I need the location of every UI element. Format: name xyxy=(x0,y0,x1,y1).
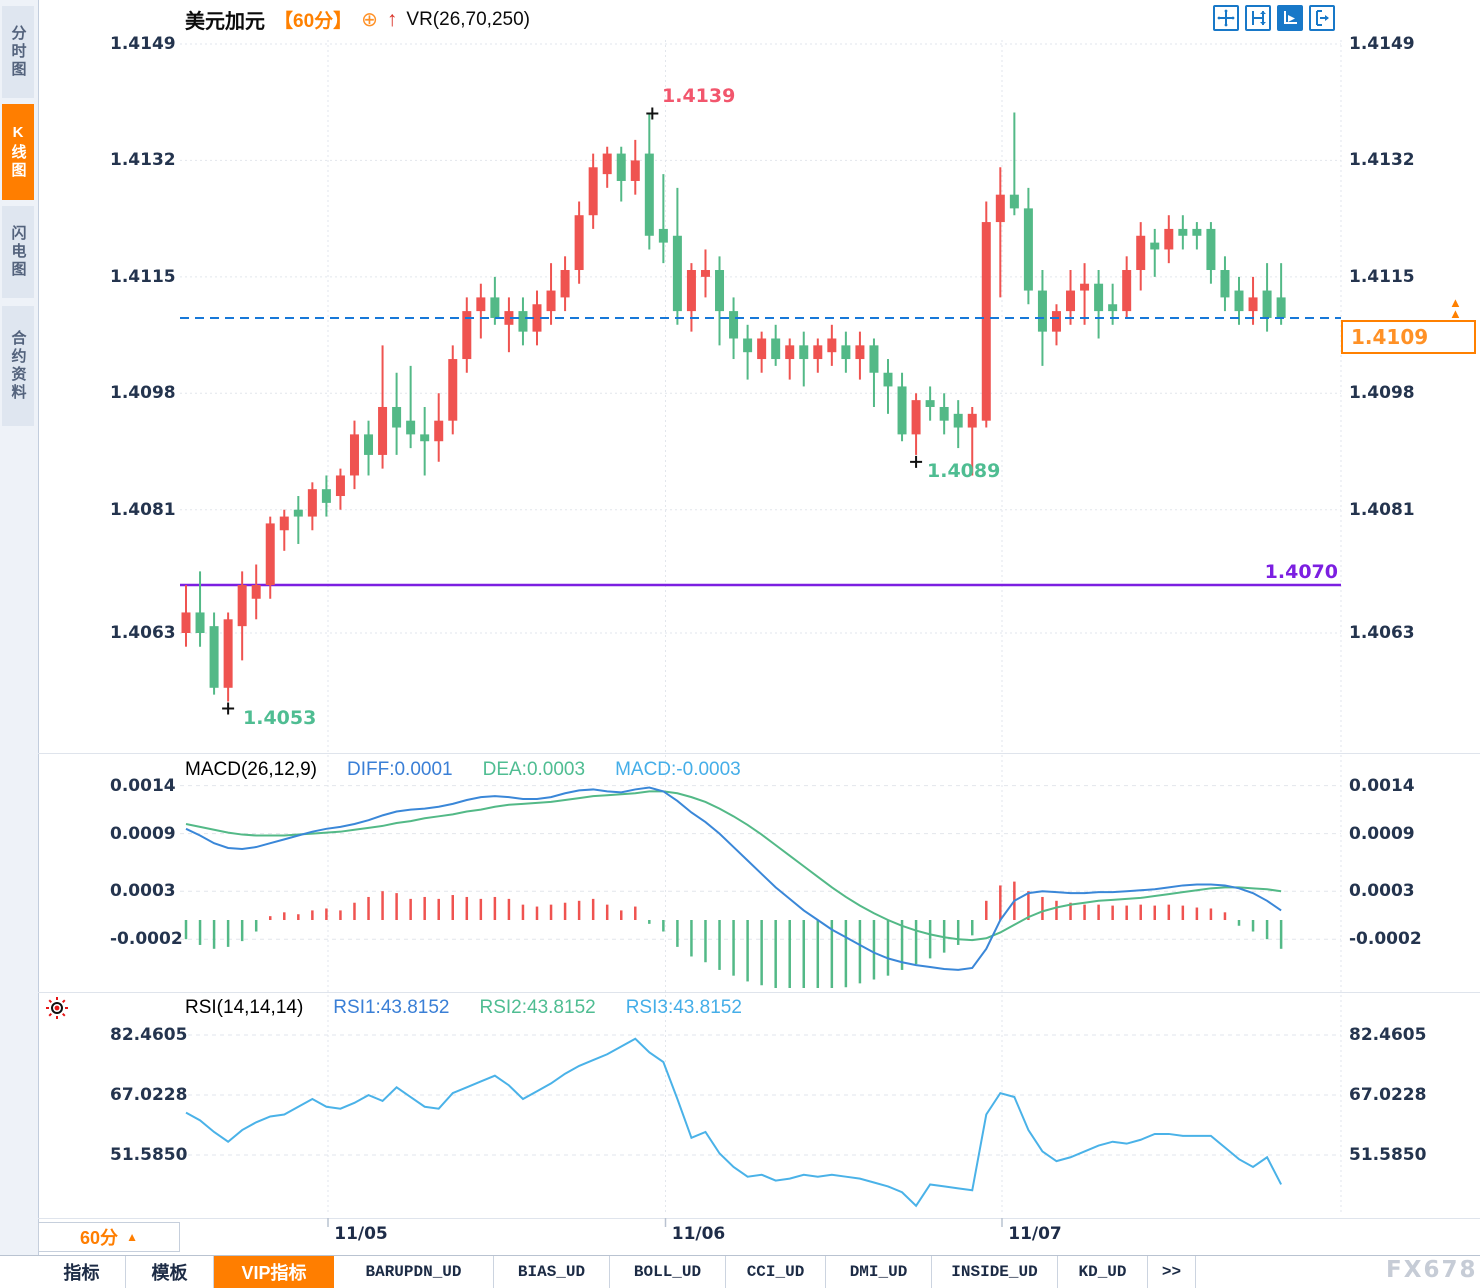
macd-title: MACD(26,12,9) xyxy=(185,759,317,780)
support-price-label: 1.4070 xyxy=(1264,561,1338,583)
chart-header: 美元加元 【60分】 ⊕ ↑ VR(26,70,250) xyxy=(185,5,530,34)
bottom-tab-2[interactable]: 模板 xyxy=(126,1256,214,1288)
last-price-value: 1.4109 xyxy=(1351,325,1429,349)
macd-macd-value: MACD:-0.0003 xyxy=(615,759,741,780)
price-axis-label: 1.4063 xyxy=(110,622,176,643)
sidebar-tab-4[interactable]: 合约资料 xyxy=(2,306,34,426)
rsi-axis-label: 67.0228 xyxy=(110,1084,188,1105)
price-axis-label: 1.4098 xyxy=(110,383,176,404)
macd-axis-label: 0.0003 xyxy=(1349,881,1415,902)
add-indicator-icon[interactable]: ⊕ xyxy=(361,8,378,31)
price-axis-label: 1.4149 xyxy=(110,34,176,54)
price-up-marker-icon: ▲ ▲ xyxy=(1449,295,1462,321)
watermark: FX678 xyxy=(1386,1257,1478,1283)
bottom-tab-10[interactable]: KD_UD xyxy=(1058,1256,1148,1288)
price-axis-label: 1.4115 xyxy=(1349,266,1415,287)
indicator-tab-bar: 指标 模板 VIP指标 BARUPDN_UD BIAS_UD BOLL_UD CCI_UD D… xyxy=(0,1255,1480,1288)
sidebar-tab-1[interactable]: 分时图 xyxy=(2,6,34,98)
bottom-tab-5[interactable]: BIAS_UD xyxy=(494,1256,610,1288)
low-price-label: 1.4053 xyxy=(243,707,317,729)
bottom-tab-11[interactable]: >> xyxy=(1148,1256,1196,1288)
price-axis-label: 1.4098 xyxy=(1349,383,1415,404)
price-axis-label: 1.4149 xyxy=(1349,34,1415,54)
rsi-axis-label: 67.0228 xyxy=(1349,1084,1427,1105)
chart-canvas[interactable] xyxy=(0,0,1480,1260)
bottom-tab-8[interactable]: DMI_UD xyxy=(826,1256,932,1288)
rsi-header: RSI(14,14,14) RSI1:43.8152 RSI2:43.8152 … xyxy=(185,997,742,1019)
swing-low-price-label: 1.4089 xyxy=(927,460,1001,482)
rsi-axis-label: 82.4605 xyxy=(110,1025,188,1045)
macd-axis-label: -0.0002 xyxy=(110,929,183,950)
sidebar-tab-2[interactable]: K线图 xyxy=(2,104,34,200)
rsi-title: RSI(14,14,14) xyxy=(185,997,304,1018)
period-badge[interactable]: 【60分】 xyxy=(274,11,353,32)
bottom-tab-4[interactable]: BARUPDN_UD xyxy=(334,1256,494,1288)
x-axis-date-label: 11/05 xyxy=(334,1224,388,1244)
macd-axis-label: 0.0009 xyxy=(1349,823,1415,844)
period-selector[interactable]: 60分 ▲ xyxy=(38,1222,180,1252)
rsi1-value: RSI1:43.8152 xyxy=(333,997,450,1018)
rsi-axis-label: 51.5850 xyxy=(110,1144,188,1165)
rsi3-value: RSI3:43.8152 xyxy=(625,997,742,1018)
macd-axis-label: 0.0009 xyxy=(110,823,176,844)
overlay-indicator-title: VR(26,70,250) xyxy=(406,8,530,30)
x-axis-date-label: 11/06 xyxy=(671,1224,726,1244)
up-arrow-icon: ↑ xyxy=(386,7,398,31)
bottom-tab-6[interactable]: BOLL_UD xyxy=(610,1256,726,1288)
macd-diff-value: DIFF:0.0001 xyxy=(347,759,453,780)
price-axis-label: 1.4132 xyxy=(1349,150,1415,171)
sidebar-tab-3[interactable]: 闪电图 xyxy=(2,206,34,298)
price-axis-label: 1.4132 xyxy=(110,150,176,171)
left-sidebar: 分时图 K线图闪电图合约资料 xyxy=(0,0,39,1255)
y-axis-range-icon[interactable] xyxy=(1245,5,1271,31)
period-selector-label: 60分 xyxy=(80,1228,119,1248)
bottom-tab-7[interactable]: CCI_UD xyxy=(726,1256,826,1288)
price-axis-label: 1.4115 xyxy=(110,266,176,287)
price-axis-label: 1.4063 xyxy=(1349,622,1415,643)
rsi-axis-label: 51.5850 xyxy=(1349,1144,1427,1165)
x-axis-date-label: 11/07 xyxy=(1008,1224,1062,1244)
macd-header: MACD(26,12,9) DIFF:0.0001 DEA:0.0003 MAC… xyxy=(185,759,741,781)
chart-toolbar xyxy=(1213,5,1335,31)
bottom-tab-9[interactable]: INSIDE_UD xyxy=(932,1256,1058,1288)
alert-sun-icon[interactable] xyxy=(45,996,69,1025)
symbol-title: 美元加元 xyxy=(185,11,265,33)
crosshair-icon[interactable] xyxy=(1213,5,1239,31)
macd-axis-label: 0.0003 xyxy=(110,881,176,902)
pan-right-icon[interactable] xyxy=(1309,5,1335,31)
bottom-tab-1[interactable]: 指标 xyxy=(38,1256,126,1288)
price-axis-label: 1.4081 xyxy=(110,499,176,520)
period-selector-arrow-icon: ▲ xyxy=(126,1230,138,1244)
last-price-box: 1.4109 xyxy=(1341,320,1476,354)
price-axis-label: 1.4081 xyxy=(1349,499,1415,520)
macd-axis-label: 0.0014 xyxy=(110,775,176,796)
macd-axis-label: 0.0014 xyxy=(1349,775,1415,796)
high-price-label: 1.4139 xyxy=(662,85,736,107)
macd-axis-label: -0.0002 xyxy=(1349,929,1422,950)
bottom-tab-3[interactable]: VIP指标 xyxy=(214,1256,334,1288)
rsi2-value: RSI2:43.8152 xyxy=(479,997,596,1018)
macd-dea-value: DEA:0.0003 xyxy=(482,759,586,780)
auto-fit-icon[interactable] xyxy=(1277,5,1303,31)
rsi-axis-label: 82.4605 xyxy=(1349,1025,1427,1045)
